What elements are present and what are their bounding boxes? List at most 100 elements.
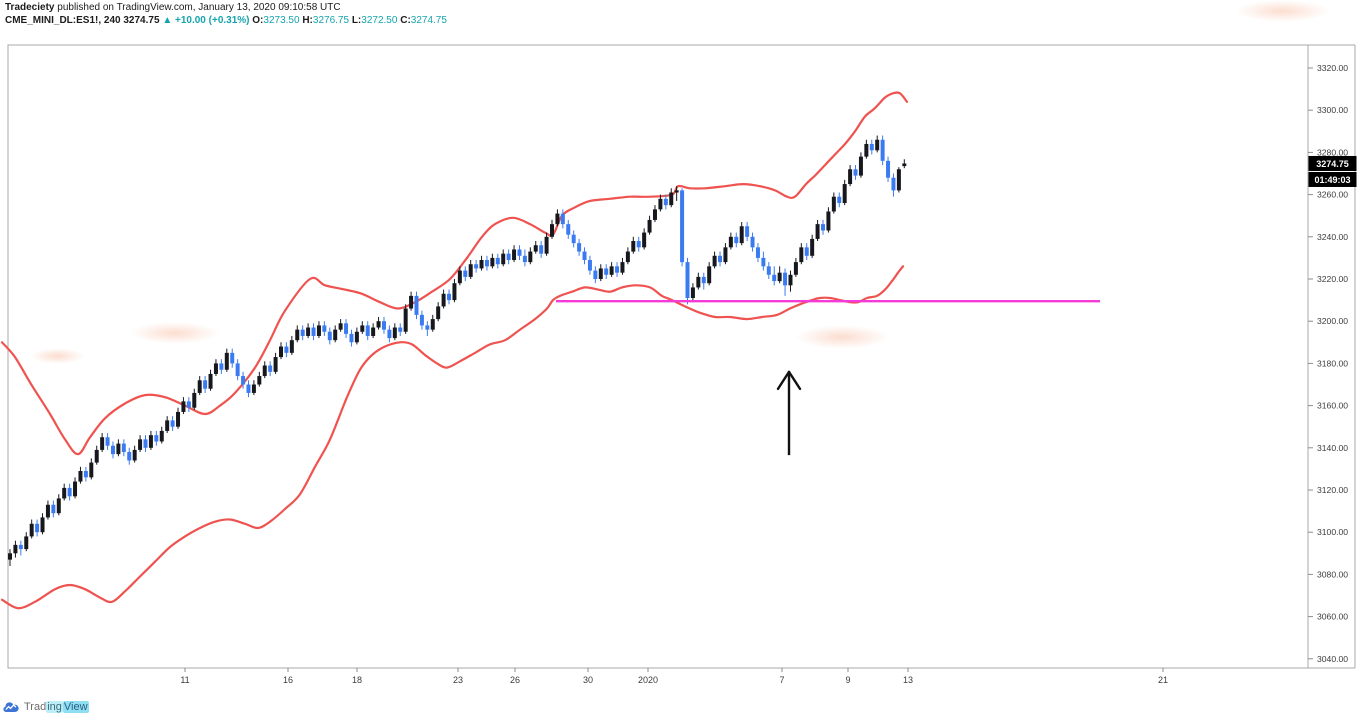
time-axis-label: 9: [845, 675, 850, 685]
candle-body: [625, 251, 630, 263]
candle-body: [381, 321, 386, 330]
candle-body: [766, 266, 771, 275]
tradingview-logo-icon: [3, 701, 19, 712]
candle-body: [452, 283, 457, 301]
high-value: 3276.75: [312, 15, 350, 26]
candle-body: [154, 435, 159, 442]
candle-body: [728, 236, 733, 248]
candle-body: [777, 272, 782, 282]
candle-body: [495, 257, 500, 265]
candle-body: [425, 325, 430, 330]
candle-body: [192, 392, 197, 408]
candle-body: [105, 437, 110, 446]
candle-body: [550, 224, 554, 237]
time-axis-label: 2020: [638, 675, 658, 685]
bollinger-lower-band: [0, 265, 905, 610]
candle-body: [718, 255, 723, 263]
candle-body: [891, 177, 896, 191]
price-axis-label: 3220.00: [1317, 274, 1348, 284]
candle-body: [110, 445, 115, 455]
candle-body: [555, 213, 560, 225]
candle-body: [522, 255, 527, 263]
symbol-interval[interactable]: 240: [103, 15, 121, 26]
candle-body: [501, 253, 506, 265]
candle-body: [663, 198, 668, 206]
candle-body: [831, 196, 836, 212]
candle-body: [734, 236, 739, 244]
price-axis-label: 3060.00: [1317, 612, 1348, 622]
candle-body: [723, 247, 728, 263]
candle-body: [186, 401, 191, 408]
candle-body: [441, 293, 446, 307]
time-axis-label: 23: [453, 675, 463, 685]
candle-body: [647, 219, 652, 233]
candle-body: [73, 481, 78, 497]
candle-body: [116, 443, 121, 455]
candle-body: [159, 430, 164, 442]
candle-body: [311, 327, 316, 336]
candle-body: [306, 327, 311, 336]
close-label: C:: [400, 15, 411, 26]
candle-body: [94, 449, 99, 463]
candle-body: [262, 365, 267, 377]
candle-body: [484, 260, 489, 267]
candle-body: [755, 247, 760, 258]
candle-body: [78, 471, 83, 482]
candle-body: [869, 143, 874, 151]
arrow-head-right: [787, 370, 802, 391]
candle-body: [712, 255, 717, 267]
candle-body: [793, 262, 798, 275]
candle-body: [409, 295, 414, 309]
price-axis-label: 3280.00: [1317, 147, 1348, 157]
arrow-head-left: [776, 370, 791, 391]
time-axis-label: 26: [510, 675, 520, 685]
candle-body: [858, 156, 863, 176]
price-axis-label: 3320.00: [1317, 63, 1348, 73]
candle-body: [479, 260, 484, 269]
candle-body: [18, 544, 23, 550]
candle-body: [528, 251, 533, 263]
candle-body: [436, 306, 441, 320]
candle-body: [598, 268, 603, 279]
candle-body: [51, 504, 56, 514]
candle-body: [316, 325, 321, 336]
candle-body: [344, 323, 349, 334]
publish-info-line: Tradeciety published on TradingView.com,…: [5, 2, 341, 13]
candle-body: [739, 226, 744, 244]
candle-body: [669, 192, 674, 206]
candle-body: [197, 380, 202, 393]
candle-body: [821, 224, 825, 231]
tradingview-watermark[interactable]: Trading View: [3, 698, 89, 716]
candle-body: [398, 327, 403, 332]
candle-body: [566, 224, 571, 235]
candle-body: [40, 517, 45, 533]
symbol-name[interactable]: CME_MINI_DL:ES1!,: [5, 15, 102, 26]
candle-body: [392, 327, 397, 339]
price-axis-label: 3100.00: [1317, 527, 1348, 537]
candle-body: [251, 384, 256, 393]
candle-body: [896, 169, 901, 191]
low-label: L:: [351, 15, 362, 26]
candle-body: [783, 272, 788, 286]
candle-body: [62, 487, 67, 499]
candle-body: [13, 544, 18, 554]
price-change: +10.00 (+0.31%): [175, 15, 250, 26]
time-axis-label: 30: [583, 675, 593, 685]
candle-body: [848, 169, 853, 185]
candle-body: [387, 329, 392, 339]
candle-body: [35, 523, 40, 533]
candle-body: [593, 270, 598, 279]
last-price: 3274.75: [123, 15, 160, 26]
candle-body: [788, 274, 793, 286]
candle-body: [430, 319, 435, 330]
candle-body: [24, 536, 29, 550]
candle-body: [376, 321, 381, 328]
candle-body: [224, 352, 229, 370]
candle-body: [414, 295, 419, 315]
bar-countdown-value: 01:49:03: [1314, 175, 1350, 185]
candle-body: [761, 257, 766, 267]
candle-body: [289, 340, 294, 353]
candle-body: [474, 264, 479, 269]
